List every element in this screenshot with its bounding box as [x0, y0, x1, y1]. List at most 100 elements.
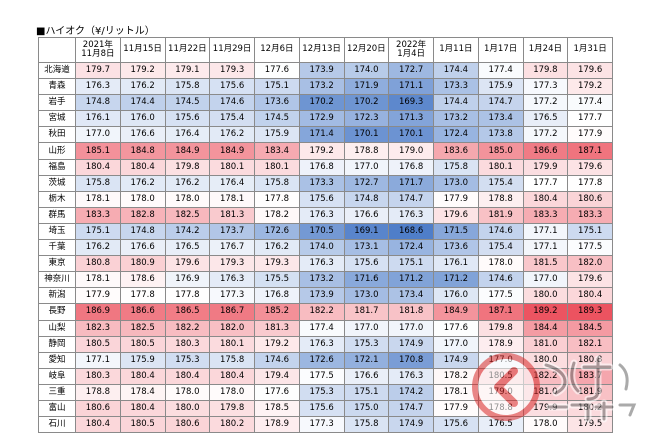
price-cell: 176.6: [119, 126, 166, 144]
price-cell: 175.6: [164, 110, 211, 128]
price-cell: 180.1: [209, 335, 255, 353]
price-cell: 175.6: [209, 78, 255, 96]
price-cell: 171.3: [388, 110, 434, 128]
price-cell: 176.4: [164, 126, 211, 144]
price-cell: 179.8: [164, 158, 211, 176]
table-row: 栃木 178.1 178.0 178.0 178.1 177.8 175.6 174.8 174…: [38, 190, 613, 208]
price-cell: 175.3: [298, 383, 345, 401]
price-cell: 173.8: [477, 126, 524, 144]
price-cell: 177.8: [567, 174, 613, 192]
price-cell: 183.3: [75, 206, 121, 224]
price-cell: 175.9: [477, 78, 524, 96]
price-cell: 176.2: [119, 174, 166, 192]
column-header: 11月22日: [164, 37, 211, 63]
price-cell: 178.1: [75, 190, 121, 208]
price-cell: 175.6: [298, 399, 345, 418]
prefecture-label: 静岡: [38, 335, 76, 353]
price-cell: 175.4: [477, 239, 524, 257]
price-cell: 177.1: [522, 222, 569, 241]
price-cell: 180.6: [164, 416, 211, 433]
price-cell: 173.6: [254, 94, 300, 112]
price-cell: 170.1: [343, 126, 390, 144]
column-header: 2021年 11月8日: [75, 37, 121, 63]
price-cell: 169.3: [388, 94, 434, 112]
price-cell: 179.8: [209, 399, 255, 418]
prefecture-label: 福島: [38, 158, 76, 176]
price-cell: 175.5: [254, 271, 300, 289]
price-cell: 175.6: [343, 255, 390, 273]
price-cell: 173.3: [298, 174, 345, 192]
price-cell: 179.6: [567, 271, 613, 289]
price-cell: 175.4: [477, 174, 524, 192]
price-table: 2021年 11月8日 11月15日 11月22日 11月29日 12月6日 12…: [38, 37, 613, 433]
price-cell: 181.8: [388, 303, 434, 321]
price-cell: 178.8: [343, 142, 390, 160]
price-cell: 172.6: [298, 351, 345, 369]
price-cell: 176.9: [164, 271, 211, 289]
price-cell: 179.2: [298, 142, 345, 160]
price-cell: 176.1: [75, 110, 121, 128]
price-cell: 187.1: [477, 303, 524, 321]
prefecture-label: 岐阜: [38, 367, 76, 385]
column-header: 12月6日: [254, 37, 300, 63]
table-row: 福島 180.4 180.4 179.8 180.1 180.1 176.8 177.0 176…: [38, 158, 613, 176]
price-cell: 177.0: [75, 126, 121, 144]
header-row: 2021年 11月8日 11月15日 11月22日 11月29日 12月6日 12…: [38, 37, 613, 63]
prefecture-label: 石川: [38, 416, 76, 433]
price-cell: 171.2: [433, 271, 479, 289]
price-cell: 180.3: [75, 367, 121, 385]
price-cell: 174.6: [209, 94, 255, 112]
price-cell: 178.2: [433, 367, 479, 385]
price-cell: 186.6: [522, 142, 569, 160]
price-cell: 173.0: [343, 287, 390, 305]
column-header: 1月24日: [522, 37, 569, 63]
price-cell: 177.0: [388, 319, 434, 337]
prefecture-label: 青森: [38, 78, 76, 96]
price-cell: 176.8: [388, 158, 434, 176]
price-cell: 174.6: [254, 351, 300, 369]
price-cell: 180.5: [75, 335, 121, 353]
price-cell: 174.5: [254, 110, 300, 128]
price-cell: 179.2: [567, 78, 613, 96]
price-cell: 181.3: [254, 319, 300, 337]
price-cell: 174.8: [343, 190, 390, 208]
price-cell: 180.1: [209, 158, 255, 176]
price-cell: 174.5: [164, 94, 211, 112]
price-cell: 178.1: [433, 383, 479, 401]
price-cell: 179.0: [388, 142, 434, 160]
watermark-logo: [472, 353, 640, 423]
table-row: 山形 185.1 184.8 184.9 184.9 183.4 179.2 178.8 179…: [38, 142, 613, 160]
price-cell: 176.2: [209, 126, 255, 144]
price-cell: 180.4: [75, 158, 121, 176]
price-cell: 177.3: [298, 416, 345, 433]
price-cell: 177.3: [209, 287, 255, 305]
price-cell: 177.0: [433, 335, 479, 353]
price-cell: 173.2: [298, 271, 345, 289]
table-title: ■ハイオク（¥/リットル）: [36, 26, 155, 37]
price-cell: 179.8: [477, 319, 524, 337]
price-cell: 180.1: [254, 158, 300, 176]
price-cell: 184.5: [567, 319, 613, 337]
table-row: 東京 180.8 180.9 179.6 179.3 179.3 176.3 175.6 175…: [38, 255, 613, 273]
price-cell: 179.1: [164, 61, 211, 80]
prefecture-label: 岩手: [38, 94, 76, 112]
price-cell: 180.4: [119, 367, 166, 385]
price-cell: 177.9: [567, 126, 613, 144]
price-cell: 178.0: [209, 383, 255, 401]
column-header: 11月29日: [209, 37, 255, 63]
price-cell: 174.9: [433, 351, 479, 369]
price-cell: 172.3: [343, 110, 390, 128]
price-cell: 176.3: [388, 367, 434, 385]
price-cell: 183.6: [433, 142, 479, 160]
price-cell: 178.8: [75, 383, 121, 401]
price-cell: 170.8: [388, 351, 434, 369]
table-row: 岩手 174.8 174.4 174.5 174.6 173.6 170.2 170.2 169…: [38, 94, 613, 112]
table-row: 山梨 182.3 182.5 182.2 182.0 181.3 177.4 177.0 177…: [38, 319, 613, 337]
price-cell: 171.9: [343, 78, 390, 96]
price-cell: 176.6: [343, 367, 390, 385]
table-row: 石川 180.4 180.5 180.6 180.2 178.9 177.3 175.8 174…: [38, 416, 613, 433]
price-cell: 169.1: [343, 222, 390, 241]
price-cell: 174.8: [119, 222, 166, 241]
price-cell: 176.3: [298, 335, 345, 353]
price-cell: 178.1: [209, 190, 255, 208]
